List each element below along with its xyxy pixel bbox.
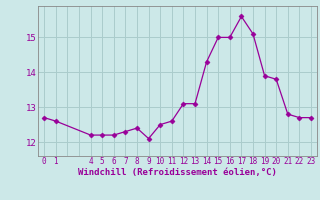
X-axis label: Windchill (Refroidissement éolien,°C): Windchill (Refroidissement éolien,°C) <box>78 168 277 177</box>
